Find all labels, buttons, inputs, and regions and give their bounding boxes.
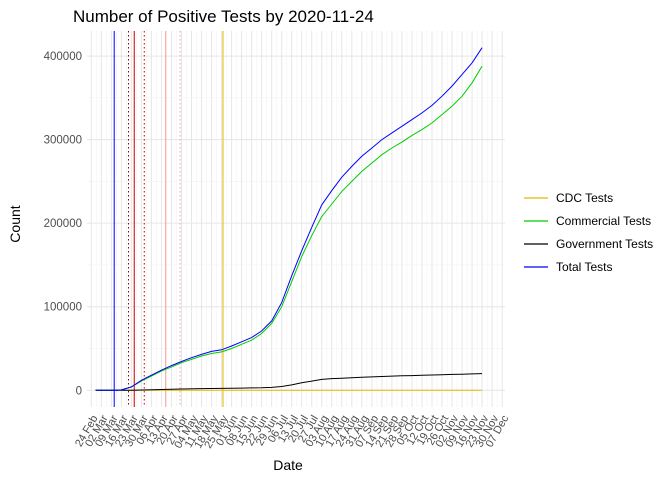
reference-lines xyxy=(113,31,224,407)
legend-label: Government Tests xyxy=(556,237,653,251)
y-axis-ticks: 0 100000 200000 300000 400000 xyxy=(44,51,82,397)
y-tick-label: 100000 xyxy=(44,302,82,314)
legend: CDC Tests Commercial Tests Government Test… xyxy=(524,191,653,274)
series-line-commercial-tests xyxy=(95,65,483,391)
y-tick-label: 200000 xyxy=(44,218,82,230)
series-line-government-tests xyxy=(95,373,483,391)
series-lines xyxy=(95,47,483,391)
x-axis-label: Date xyxy=(273,457,303,473)
legend-label: Commercial Tests xyxy=(556,214,651,228)
y-tick-label: 0 xyxy=(76,385,82,397)
legend-label: CDC Tests xyxy=(556,191,613,205)
y-tick-label: 300000 xyxy=(44,135,82,147)
series-line-total-tests xyxy=(95,47,483,391)
y-axis-label: Count xyxy=(7,205,23,242)
chart-title: Number of Positive Tests by 2020-11-24 xyxy=(73,7,374,26)
y-tick-label: 400000 xyxy=(44,51,82,63)
grid xyxy=(87,31,505,407)
legend-label: Total Tests xyxy=(556,260,612,274)
